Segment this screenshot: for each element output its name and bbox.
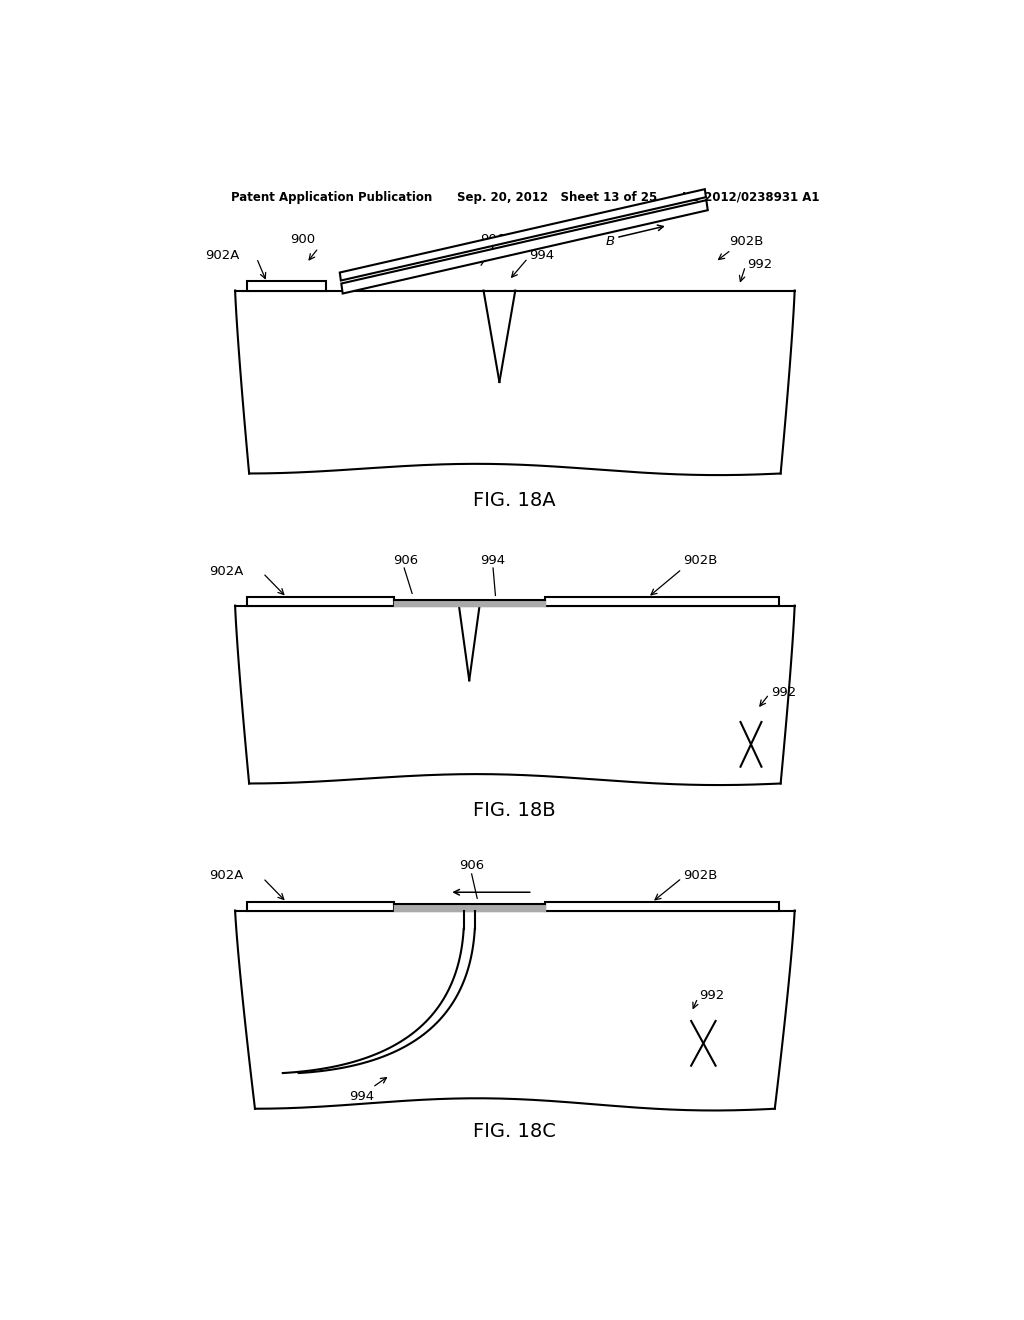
FancyBboxPatch shape [545, 903, 778, 911]
Text: 906: 906 [480, 232, 506, 246]
Text: 906: 906 [393, 554, 419, 568]
Text: 994: 994 [480, 554, 506, 568]
Text: 902A: 902A [205, 249, 240, 263]
Text: 900: 900 [290, 232, 315, 246]
Text: Patent Application Publication      Sep. 20, 2012   Sheet 13 of 25      US 2012/: Patent Application Publication Sep. 20, … [230, 191, 819, 203]
Text: 992: 992 [771, 685, 796, 698]
Text: 902B: 902B [684, 554, 718, 568]
Text: 994: 994 [528, 249, 554, 263]
FancyBboxPatch shape [247, 903, 394, 911]
Text: 992: 992 [699, 990, 725, 1002]
Text: 902B: 902B [684, 870, 718, 883]
Text: 906: 906 [459, 859, 484, 873]
Text: 902A: 902A [209, 870, 243, 883]
Polygon shape [340, 189, 706, 281]
Text: 992: 992 [748, 257, 772, 271]
Text: 902A: 902A [209, 565, 243, 578]
Text: 902B: 902B [729, 235, 764, 248]
FancyBboxPatch shape [247, 598, 394, 606]
Text: FIG. 18B: FIG. 18B [473, 801, 556, 820]
FancyBboxPatch shape [545, 598, 778, 606]
Text: B: B [605, 235, 614, 248]
Text: FIG. 18A: FIG. 18A [473, 491, 556, 510]
FancyBboxPatch shape [247, 281, 327, 290]
Text: 994: 994 [349, 1090, 375, 1104]
Text: FIG. 18C: FIG. 18C [473, 1122, 556, 1140]
Polygon shape [341, 201, 708, 293]
